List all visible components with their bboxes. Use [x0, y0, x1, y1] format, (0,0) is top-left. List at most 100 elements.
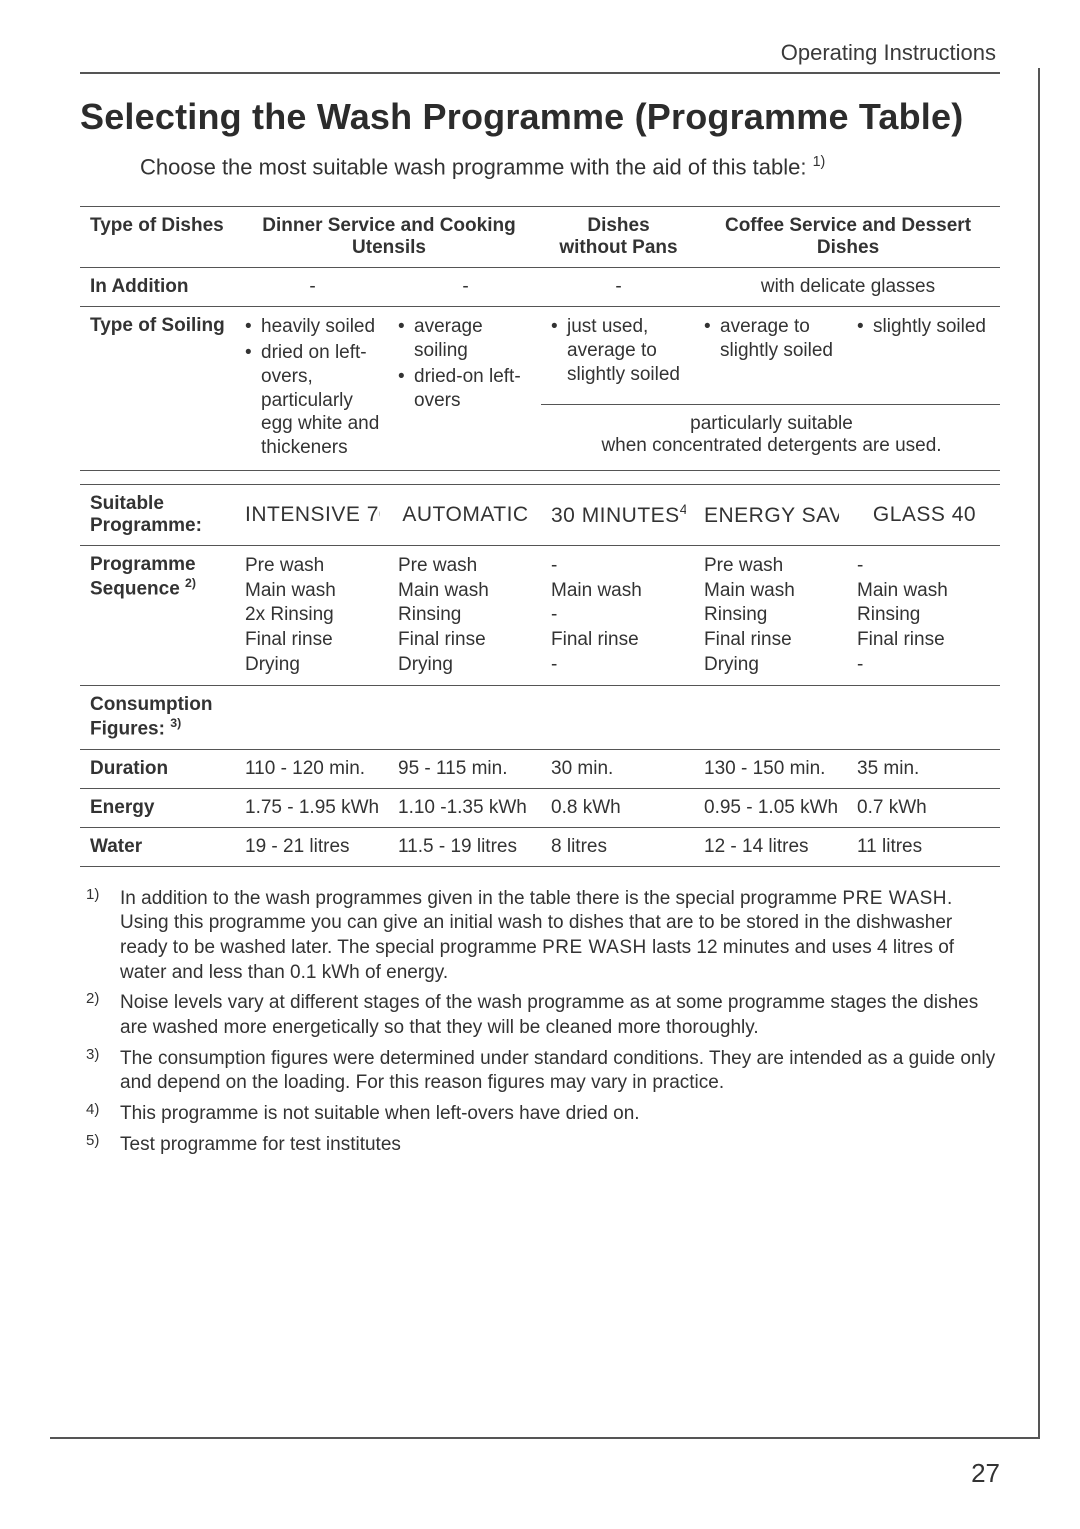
label-programme-sequence-text: Programme Sequence	[90, 554, 196, 599]
header-coffee: Coffee Service and Dessert Dishes	[694, 207, 1000, 268]
soiling-c4: average to slightly soiled	[694, 307, 847, 405]
row-programme-sequence: Programme Sequence 2) Pre washMain wash2…	[80, 545, 1000, 685]
row-water: Water 19 - 21 litres 11.5 - 19 litres 8 …	[80, 827, 1000, 866]
row-suitable-programme: Suitable Programme: INTENSIVE 70 AUTOMAT…	[80, 484, 1000, 545]
programme-c4-a: ENERGY SAV­ING 50	[704, 504, 839, 527]
row-spacer	[80, 470, 1000, 484]
consumption-c3	[541, 686, 694, 749]
duration-c5: 35 min.	[847, 749, 1000, 788]
in-addition-c1: -	[235, 268, 388, 307]
sequence-c3: -Main wash-Final rinse-	[541, 545, 694, 685]
row-consumption: Consump­tion Fig­ures: 3)	[80, 686, 1000, 749]
page-title: Selecting the Wash Programme (Programme …	[80, 96, 1000, 138]
consumption-c1	[235, 686, 388, 749]
label-programme-sequence-sup: 2)	[185, 576, 196, 590]
water-c4: 12 - 14 litres	[694, 827, 847, 866]
footnote-3-text: The consumption figures were determined …	[120, 1048, 995, 1094]
label-type-of-dishes: Type of Dishes	[80, 207, 235, 268]
spacer-c1	[235, 470, 388, 484]
soiling-c5: slightly soiled	[847, 307, 1000, 405]
duration-c4: 130 - 150 min.	[694, 749, 847, 788]
energy-c3: 0.8 kWh	[541, 788, 694, 827]
programme-c4: ENERGY SAV­ING 50 5)	[694, 484, 847, 545]
footnote-1-prewash1: PRE WASH	[842, 888, 947, 909]
soiling-note-l1: particularly suitable	[551, 413, 992, 435]
soiling-c1-i1: dried on left-overs, particu­larly egg w…	[245, 341, 380, 460]
header-dishes-no-pans: Dishes without Pans	[541, 207, 694, 268]
programme-table: Type of Dishes Dinner Service and Cookin…	[80, 206, 1000, 866]
page-bottom-rule	[50, 1437, 1040, 1439]
duration-c3: 30 min.	[541, 749, 694, 788]
spacer-c3	[541, 470, 694, 484]
intro-text: Choose the most suitable wash programme …	[140, 154, 1000, 180]
page-number: 27	[971, 1458, 1000, 1489]
spacer-c4	[694, 470, 847, 484]
duration-c1: 110 - 120 min.	[235, 749, 388, 788]
label-consumption-text: Consump­tion Fig­ures:	[90, 694, 212, 739]
soiling-c4-i0: average to slightly soiled	[704, 315, 839, 363]
programme-c5: GLASS 40	[847, 484, 1000, 545]
programme-c3-a: 30 MINUTES	[551, 504, 680, 527]
sequence-c4: Pre washMain washRinsingFinal rinseDryin…	[694, 545, 847, 685]
soiling-c2-i1: dried-on left-overs	[398, 365, 533, 413]
row-in-addition: In Addition - - - with delicate glasses	[80, 268, 1000, 307]
soiling-note: particularly suitable when concentrated …	[541, 404, 1000, 470]
label-programme-sequence: Programme Sequence 2)	[80, 545, 235, 685]
water-c5: 11 litres	[847, 827, 1000, 866]
footnote-1-a: In addition to the wash programmes given…	[120, 888, 842, 909]
label-water: Water	[80, 827, 235, 866]
sequence-c5: -Main washRinsingFinal rinse-	[847, 545, 1000, 685]
energy-c5: 0.7 kWh	[847, 788, 1000, 827]
in-addition-c3: -	[541, 268, 694, 307]
page-right-rule	[1038, 68, 1040, 1439]
footnote-3: 3) The consumption figures were determin…	[80, 1047, 1000, 1096]
running-head: Operating Instructions	[80, 40, 1000, 66]
intro-sup: 1)	[813, 154, 826, 170]
row-duration: Duration 110 - 120 min. 95 - 115 min. 30…	[80, 749, 1000, 788]
footnote-4: 4) This programme is not suitable when l…	[80, 1102, 1000, 1127]
footnote-4-text: This programme is not suitable when left…	[120, 1103, 640, 1124]
footnotes: 1) In addition to the wash programmes gi…	[80, 887, 1000, 1158]
footnote-5: 5) Test programme for test institutes	[80, 1133, 1000, 1158]
programme-c2: AUTOMATIC	[388, 484, 541, 545]
in-addition-c4: with delicate glasses	[694, 268, 1000, 307]
duration-c2: 95 - 115 min.	[388, 749, 541, 788]
soiling-note-l2: when concentrated detergents are used.	[551, 435, 992, 457]
soiling-c1: heavily soiled dried on left-overs, part…	[235, 307, 388, 471]
footnote-2: 2) Noise levels vary at different stages…	[80, 991, 1000, 1040]
footnote-3-num: 3)	[86, 1045, 99, 1065]
spacer-label	[80, 470, 235, 484]
consumption-c5	[847, 686, 1000, 749]
soiling-c2-i0: average soiling	[398, 315, 533, 363]
programme-c3: 30 MINUTES4)	[541, 484, 694, 545]
label-type-of-soiling: Type of Soiling	[80, 307, 235, 471]
row-type-of-dishes: Type of Dishes Dinner Service and Cookin…	[80, 207, 1000, 268]
header-divider	[80, 72, 1000, 74]
energy-c1: 1.75 - 1.95 kWh	[235, 788, 388, 827]
water-c2: 11.5 - 19 litres	[388, 827, 541, 866]
soiling-c3: just used, average to slightly soiled	[541, 307, 694, 405]
consumption-c4	[694, 686, 847, 749]
intro-prefix: Choose the most suitable wash programme …	[140, 154, 806, 179]
header-dinner: Dinner Service and Cooking Utensils	[235, 207, 541, 268]
programme-c1: INTENSIVE 70	[235, 484, 388, 545]
label-duration: Duration	[80, 749, 235, 788]
soiling-c5-i0: slightly soiled	[857, 315, 992, 339]
water-c3: 8 litres	[541, 827, 694, 866]
energy-c4: 0.95 - 1.05 kWh	[694, 788, 847, 827]
label-consumption: Consump­tion Fig­ures: 3)	[80, 686, 235, 749]
programme-c3-name: 30 MINUTES4)	[551, 501, 686, 529]
energy-c2: 1.10 -1.35 kWh	[388, 788, 541, 827]
programme-c1-name: INTENSIVE 70	[245, 502, 380, 528]
row-type-of-soiling: Type of Soiling heavily soiled dried on …	[80, 307, 1000, 405]
label-energy: Energy	[80, 788, 235, 827]
programme-c2-name: AUTOMATIC	[398, 502, 533, 528]
footnote-2-text: Noise levels vary at different stages of…	[120, 992, 978, 1038]
spacer-c5	[847, 470, 1000, 484]
label-consumption-sup: 3)	[170, 716, 181, 730]
soiling-c1-i0: heavily soiled	[245, 315, 380, 339]
soiling-c2: average soiling dried-on left-overs	[388, 307, 541, 471]
water-c1: 19 - 21 litres	[235, 827, 388, 866]
programme-c4-name: ENERGY SAV­ING 50 5)	[704, 501, 839, 529]
footnote-5-num: 5)	[86, 1131, 99, 1151]
